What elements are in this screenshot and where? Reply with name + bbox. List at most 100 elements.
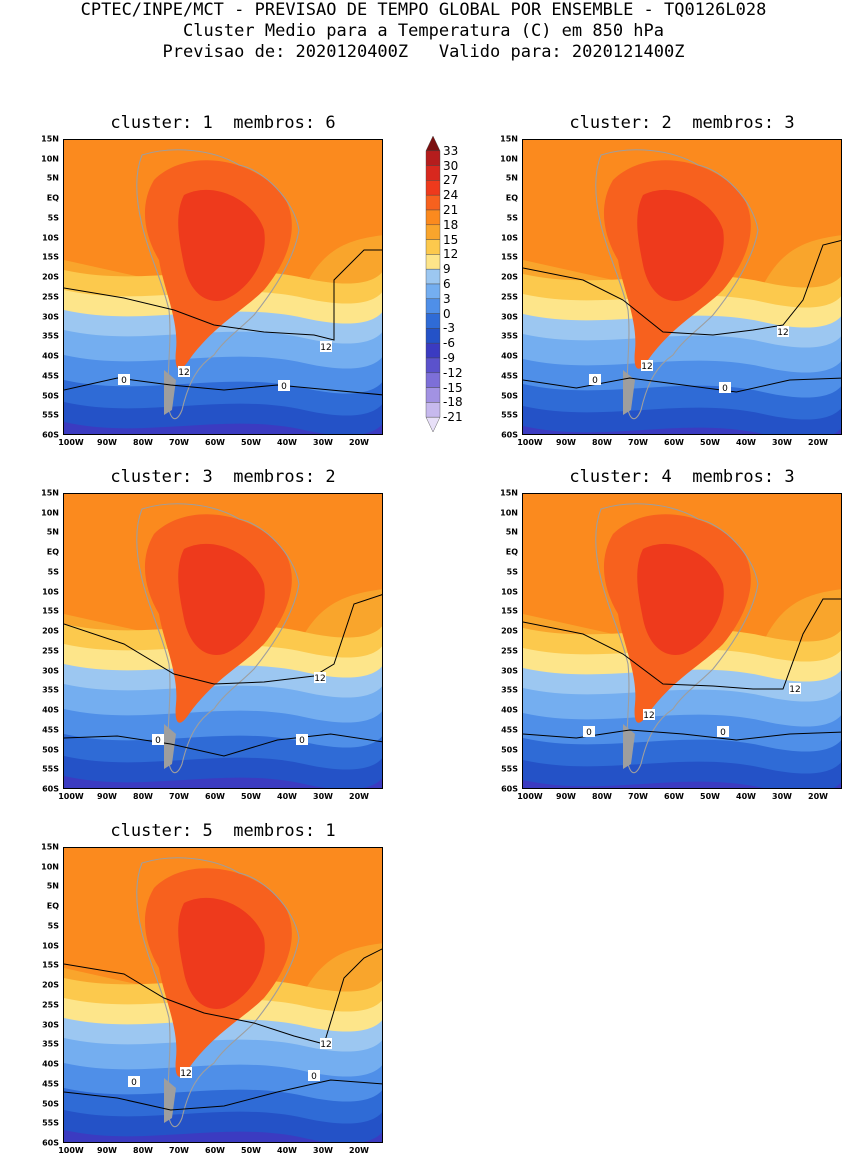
lat-tick-label: 45S bbox=[42, 371, 59, 381]
panel-cluster-3: cluster: 3 membros: 2 12 0 0 15N 10N 5N EQ 5S 1… bbox=[41, 467, 383, 803]
contour-label-bg bbox=[278, 380, 290, 391]
patagonia-islands bbox=[164, 1078, 176, 1123]
contour-label-bg bbox=[128, 1076, 140, 1087]
lat-tick-label: 25S bbox=[42, 292, 59, 302]
lat-tick-label: 60S bbox=[42, 1138, 59, 1148]
colorbar-swatch bbox=[425, 135, 441, 151]
contour-12 bbox=[64, 948, 382, 1045]
lat-tick-label: 15S bbox=[501, 606, 518, 616]
contour-label-bg bbox=[320, 1038, 332, 1049]
lat-tick-label: 5S bbox=[506, 213, 518, 223]
lon-tick-label: 100W bbox=[58, 792, 84, 801]
lon-tick-label: 50W bbox=[241, 438, 261, 447]
colorbar-swatch bbox=[425, 269, 441, 285]
lat-tick-label: 15N bbox=[41, 842, 59, 852]
hottest-core bbox=[637, 543, 724, 655]
lat-tick-label: 10S bbox=[42, 233, 59, 243]
contour-label: 12 bbox=[643, 711, 654, 721]
contour-label: 0 bbox=[281, 382, 287, 392]
lon-tick-label: 100W bbox=[58, 1146, 84, 1155]
lat-tick-label: 25S bbox=[42, 1000, 59, 1010]
colorbar-swatch bbox=[425, 298, 441, 314]
lat-tick-label: 25S bbox=[501, 292, 518, 302]
lat-tick-label: 35S bbox=[501, 331, 518, 341]
lat-tick-label: 30S bbox=[42, 1020, 59, 1030]
lat-tick-label: 5S bbox=[47, 567, 59, 577]
colorbar: 33 30 27 24 21 18 15 12 9 6 3 0 -3 -6 -9 -12 -15 -18 -21 bbox=[425, 134, 463, 448]
lat-tick-label: 5S bbox=[47, 921, 59, 931]
colorbar-swatch bbox=[425, 402, 441, 418]
lon-tick-label: 20W bbox=[808, 792, 828, 801]
band-south-6 bbox=[523, 406, 841, 434]
contour-label: 12 bbox=[320, 343, 331, 353]
lon-tick-label: 90W bbox=[97, 438, 117, 447]
colorbar-label: 0 bbox=[443, 306, 451, 321]
lon-tick-label: 100W bbox=[58, 438, 84, 447]
colorbar-swatch bbox=[425, 180, 441, 196]
lon-tick-label: 70W bbox=[628, 792, 648, 801]
band-south-7 bbox=[64, 422, 382, 434]
contour-0 bbox=[523, 729, 841, 741]
coastline bbox=[595, 503, 759, 774]
colorbar-swatch bbox=[425, 209, 441, 225]
lon-tick-label: 70W bbox=[169, 1146, 189, 1155]
panel-title: cluster: 2 membros: 3 bbox=[569, 113, 795, 133]
panel-title: cluster: 5 membros: 1 bbox=[110, 821, 336, 841]
lat-tick-label: 35S bbox=[42, 685, 59, 695]
lat-tick-label: 55S bbox=[42, 1118, 59, 1128]
contour-label-bg bbox=[641, 360, 653, 371]
header-line-2: Cluster Medio para a Temperatura (C) em … bbox=[182, 21, 665, 41]
coastline bbox=[136, 503, 300, 774]
lat-tick-label: 15N bbox=[41, 488, 59, 498]
panel-title: cluster: 3 membros: 2 bbox=[110, 467, 336, 487]
panel-title: cluster: 1 membros: 6 bbox=[110, 113, 336, 133]
colorbar-label: 18 bbox=[443, 217, 459, 232]
colorbar-label: 15 bbox=[443, 232, 459, 247]
panel-cluster-1: cluster: 1 membros: 6 12 12 0 0 15N 10N 5N EQ 5… bbox=[41, 113, 383, 449]
lon-tick-label: 50W bbox=[700, 792, 720, 801]
lon-tick-label: 70W bbox=[169, 792, 189, 801]
lat-tick-label: EQ bbox=[46, 193, 59, 203]
header-line-1: CPTEC/INPE/MCT - PREVISAO DE TEMPO GLOBA… bbox=[80, 0, 767, 20]
contour-label-bg bbox=[178, 366, 190, 377]
colorbar-label: -21 bbox=[443, 410, 463, 425]
hottest-core bbox=[178, 543, 265, 655]
map-field: 12 12 0 0 bbox=[523, 494, 841, 788]
patagonia-islands bbox=[623, 370, 635, 415]
colorbar-swatch bbox=[425, 224, 441, 240]
map-field: 12 12 0 0 bbox=[523, 140, 841, 434]
contour-label-bg bbox=[789, 683, 801, 694]
colorbar-swatch bbox=[425, 343, 441, 359]
lat-tick-label: 40S bbox=[501, 705, 518, 715]
lat-tick-label: 10N bbox=[41, 154, 59, 164]
contour-12 bbox=[64, 594, 382, 685]
lon-tick-label: 40W bbox=[277, 792, 297, 801]
lon-tick-label: 60W bbox=[664, 438, 684, 447]
contour-label: 12 bbox=[641, 362, 652, 372]
colorbar-swatch bbox=[425, 372, 441, 388]
lon-tick-label: 40W bbox=[277, 1146, 297, 1155]
lon-tick-label: 40W bbox=[736, 792, 756, 801]
lat-tick-label: 50S bbox=[501, 391, 518, 401]
colorbar-swatch bbox=[425, 239, 441, 255]
contour-label-bg bbox=[777, 326, 789, 337]
contour-label: 0 bbox=[299, 736, 305, 746]
lat-tick-label: 10S bbox=[501, 233, 518, 243]
colorbar-label: -18 bbox=[443, 395, 463, 410]
contour-12 bbox=[523, 239, 841, 336]
lon-tick-label: 50W bbox=[241, 1146, 261, 1155]
contour-label: 0 bbox=[311, 1072, 317, 1082]
colorbar-label: -6 bbox=[443, 336, 455, 351]
lat-tick-label: 45S bbox=[42, 1079, 59, 1089]
patagonia-islands bbox=[164, 370, 176, 415]
lat-tick-label: 10N bbox=[500, 154, 518, 164]
lon-tick-label: 30W bbox=[772, 438, 792, 447]
lat-tick-label: 40S bbox=[42, 351, 59, 361]
colorbar-label: 3 bbox=[443, 291, 451, 306]
lat-tick-label: 35S bbox=[501, 685, 518, 695]
lon-tick-label: 20W bbox=[349, 1146, 369, 1155]
lon-tick-label: 40W bbox=[736, 438, 756, 447]
contour-label: 12 bbox=[178, 368, 189, 378]
contour-label: 0 bbox=[586, 728, 592, 738]
contour-label-bg bbox=[314, 672, 326, 683]
